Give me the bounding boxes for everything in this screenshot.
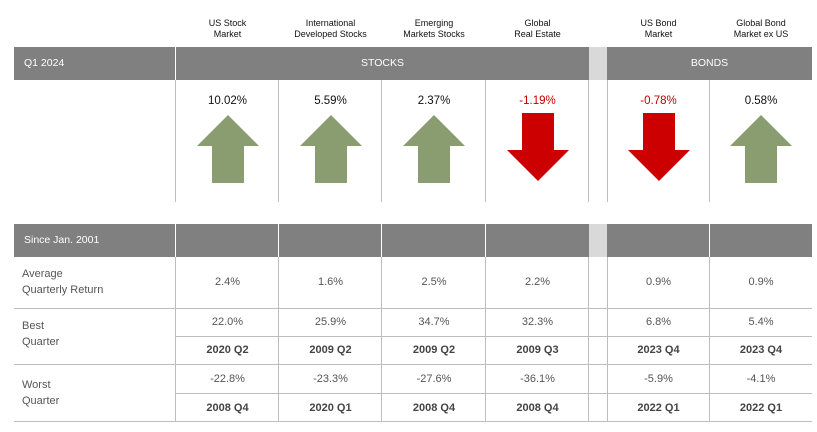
best-quarter-global-bond-ex-us: 2023 Q4 <box>739 344 783 356</box>
col-header-us-stock: US Stock Market <box>208 18 247 39</box>
top-band-stocks <box>14 47 589 80</box>
divider <box>588 257 589 422</box>
divider <box>485 80 486 202</box>
divider <box>278 257 279 422</box>
worst-quarter-global-bond-ex-us: 2022 Q1 <box>739 402 783 414</box>
col-header-us-bond: US Bond Market <box>640 18 677 39</box>
bottom-band-divider <box>278 224 279 257</box>
down-arrow-icon <box>507 113 569 181</box>
col-header-global-bond-ex-us: Global Bond Market ex US <box>733 18 789 39</box>
col-header-global-real-estate: Global Real Estate <box>514 18 561 39</box>
bottom-band-divider <box>175 224 176 257</box>
worst-quarter-us-stock: 2008 Q4 <box>206 402 249 414</box>
worst-emerging-markets: -27.6% <box>416 373 452 385</box>
up-arrow-icon <box>197 115 259 183</box>
avg-global-real-estate: 2.2% <box>524 276 551 288</box>
divider <box>381 257 382 422</box>
best-quarter-us-stock: 2020 Q2 <box>206 344 249 356</box>
divider <box>175 257 176 422</box>
q1-return-global-real-estate: -1.19% <box>519 95 556 107</box>
top-band-gap <box>589 47 607 80</box>
best-global-real-estate: 32.3% <box>521 316 554 328</box>
row-divider <box>14 421 812 422</box>
divider <box>278 80 279 202</box>
avg-us-stock: 2.4% <box>214 276 241 288</box>
col-header-emerging-markets: Emerging Markets Stocks <box>403 18 465 39</box>
period-label: Q1 2024 <box>24 57 65 69</box>
row-divider <box>176 393 812 394</box>
divider <box>709 257 710 422</box>
row-label-worst: Worst Quarter <box>22 379 60 407</box>
worst-quarter-global-real-estate: 2008 Q4 <box>516 402 559 414</box>
since-label: Since Jan. 2001 <box>24 234 100 246</box>
row-label-best: Best Quarter <box>22 320 60 348</box>
bonds-label: BONDS <box>690 57 729 69</box>
best-emerging-markets: 34.7% <box>418 316 450 328</box>
row-label-average: Average Quarterly Return <box>22 268 104 296</box>
top-band-divider <box>175 47 176 80</box>
divider <box>485 257 486 422</box>
best-quarter-global-real-estate: 2009 Q3 <box>516 344 559 356</box>
divider <box>588 80 589 202</box>
q1-return-global-bond-ex-us: 0.58% <box>744 95 778 107</box>
best-quarter-emerging-markets: 2009 Q2 <box>412 344 456 356</box>
avg-us-bond: 0.9% <box>645 276 672 288</box>
worst-intl-dev-stocks: -23.3% <box>313 373 348 385</box>
stocks-label: STOCKS <box>361 57 404 69</box>
bottom-band-divider <box>381 224 382 257</box>
down-arrow-icon <box>628 113 690 181</box>
divider <box>607 80 608 202</box>
bottom-band-gap <box>589 224 607 257</box>
worst-us-bond: -5.9% <box>644 373 673 385</box>
col-header-intl-dev-stocks: International Developed Stocks <box>294 18 367 39</box>
worst-us-stock: -22.8% <box>210 373 245 385</box>
worst-global-bond-ex-us: -4.1% <box>746 373 776 385</box>
divider <box>607 257 608 422</box>
up-arrow-icon <box>300 115 362 183</box>
worst-quarter-us-bond: 2022 Q1 <box>637 402 680 414</box>
bottom-band-stocks <box>14 224 589 257</box>
row-divider <box>14 308 812 309</box>
q1-return-us-stock: 10.02% <box>207 95 247 107</box>
divider <box>175 80 176 202</box>
worst-global-real-estate: -36.1% <box>520 373 555 385</box>
best-quarter-intl-dev-stocks: 2009 Q2 <box>309 344 352 356</box>
best-intl-dev-stocks: 25.9% <box>314 316 347 328</box>
avg-emerging-markets: 2.5% <box>421 276 447 288</box>
avg-intl-dev-stocks: 1.6% <box>317 276 344 288</box>
q1-return-intl-dev-stocks: 5.59% <box>314 95 347 107</box>
bottom-band-divider <box>709 224 710 257</box>
divider <box>381 80 382 202</box>
best-quarter-us-bond: 2023 Q4 <box>637 344 680 356</box>
best-global-bond-ex-us: 5.4% <box>748 316 774 328</box>
up-arrow-icon <box>730 115 792 183</box>
best-us-stock: 22.0% <box>211 316 244 328</box>
divider <box>709 80 710 202</box>
worst-quarter-emerging-markets: 2008 Q4 <box>412 402 456 414</box>
top-band-bonds <box>607 47 812 80</box>
avg-global-bond-ex-us: 0.9% <box>748 276 774 288</box>
worst-quarter-intl-dev-stocks: 2020 Q1 <box>309 402 352 414</box>
best-us-bond: 6.8% <box>645 316 672 328</box>
q1-return-us-bond: -0.78% <box>640 95 677 107</box>
q1-return-emerging-markets: 2.37% <box>417 95 451 107</box>
row-divider <box>14 364 812 365</box>
up-arrow-icon <box>403 115 465 183</box>
row-divider <box>176 336 812 337</box>
bottom-band-divider <box>485 224 486 257</box>
